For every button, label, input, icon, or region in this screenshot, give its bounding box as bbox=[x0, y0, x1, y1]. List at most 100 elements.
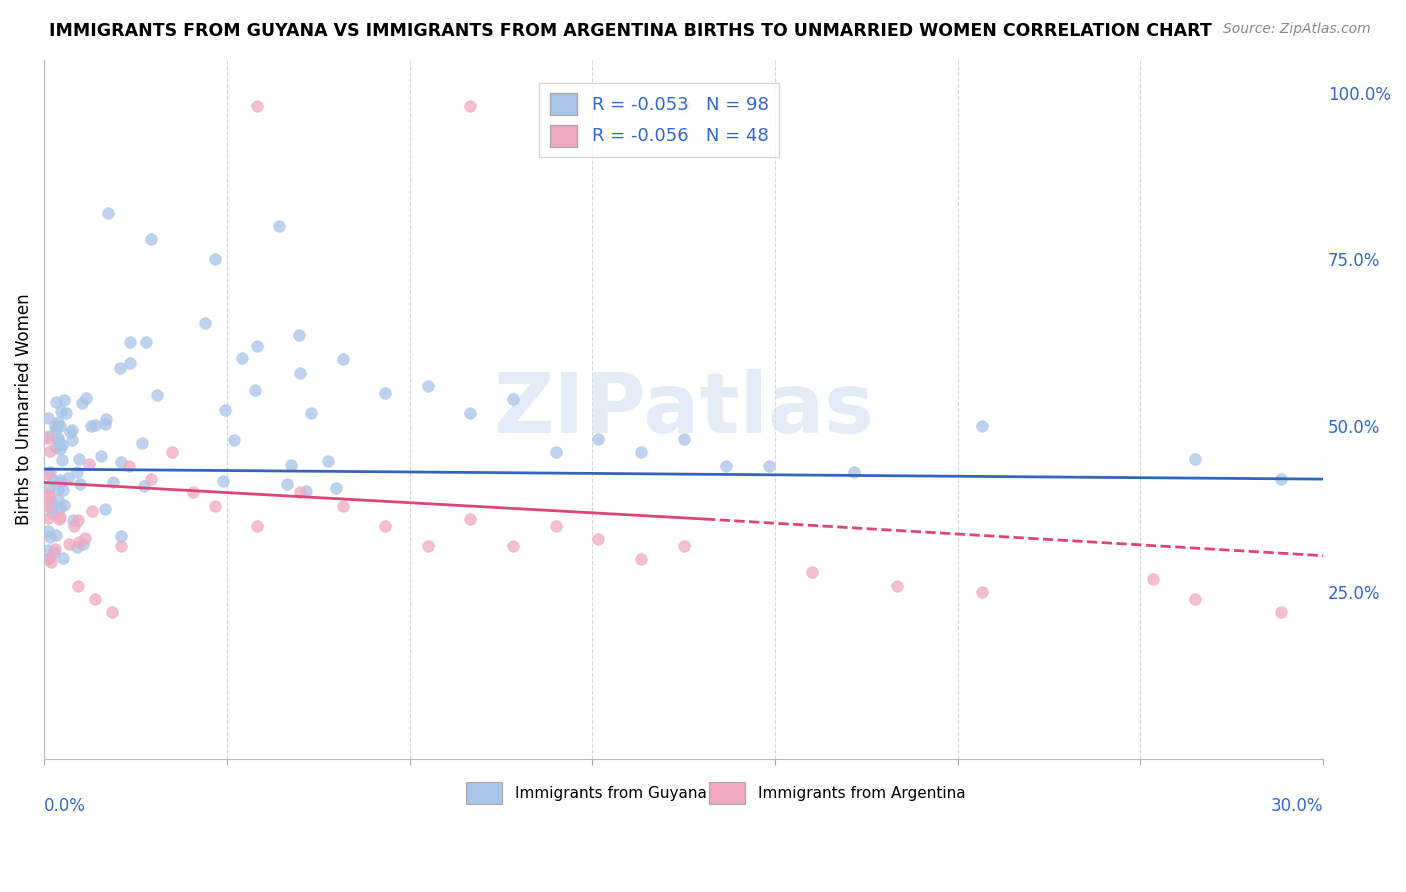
Point bbox=[52, 392, 75, 407]
Point bbox=[135, 334, 157, 349]
Point bbox=[41, 500, 63, 515]
Point bbox=[758, 458, 780, 473]
Point bbox=[38, 489, 60, 503]
Point bbox=[48, 512, 70, 526]
Point bbox=[52, 483, 75, 497]
Point bbox=[267, 219, 290, 233]
Point bbox=[44, 541, 66, 556]
Point bbox=[46, 482, 69, 496]
Point bbox=[37, 543, 59, 558]
Point bbox=[146, 387, 169, 401]
Point bbox=[60, 433, 83, 447]
Point bbox=[460, 512, 482, 526]
Point bbox=[630, 445, 652, 459]
Point bbox=[67, 579, 90, 593]
Point bbox=[84, 591, 107, 606]
Point bbox=[204, 252, 226, 267]
Point bbox=[69, 477, 91, 491]
Point bbox=[970, 585, 993, 599]
Point bbox=[94, 502, 117, 516]
Point bbox=[374, 385, 396, 400]
Point bbox=[101, 475, 124, 489]
Point bbox=[316, 454, 339, 468]
Point bbox=[101, 605, 124, 619]
Point bbox=[276, 477, 298, 491]
Point bbox=[67, 513, 90, 527]
Point bbox=[37, 524, 59, 539]
Point bbox=[56, 471, 79, 485]
Point bbox=[212, 474, 235, 488]
Point bbox=[48, 473, 70, 487]
Point bbox=[544, 445, 567, 459]
Point bbox=[51, 475, 73, 490]
Point bbox=[58, 537, 80, 551]
Point bbox=[46, 431, 69, 445]
Point bbox=[48, 500, 70, 515]
Point bbox=[37, 467, 59, 481]
Point bbox=[79, 418, 101, 433]
Point bbox=[246, 518, 269, 533]
Point bbox=[502, 539, 524, 553]
Point bbox=[194, 316, 217, 330]
Y-axis label: Births to Unmarried Women: Births to Unmarried Women bbox=[15, 293, 32, 525]
Text: 30.0%: 30.0% bbox=[1271, 797, 1323, 815]
Text: 0.0%: 0.0% bbox=[44, 797, 86, 815]
Point bbox=[42, 474, 65, 488]
Point bbox=[1142, 572, 1164, 586]
Point bbox=[53, 498, 76, 512]
Point bbox=[44, 419, 66, 434]
Point bbox=[460, 405, 482, 419]
Point bbox=[39, 530, 62, 544]
Point bbox=[77, 458, 100, 472]
Point bbox=[588, 532, 610, 546]
Point bbox=[245, 383, 267, 397]
Point bbox=[49, 419, 72, 434]
Point bbox=[544, 518, 567, 533]
Point bbox=[60, 423, 83, 437]
Point bbox=[39, 465, 62, 479]
Point bbox=[97, 206, 120, 220]
Point bbox=[37, 428, 59, 442]
Point bbox=[37, 551, 59, 566]
Point bbox=[110, 529, 132, 543]
Point bbox=[332, 499, 354, 513]
Text: Immigrants from Guyana: Immigrants from Guyana bbox=[515, 786, 707, 800]
Point bbox=[63, 519, 86, 533]
Point bbox=[139, 472, 162, 486]
Point bbox=[970, 418, 993, 433]
Point bbox=[132, 479, 155, 493]
Point bbox=[502, 392, 524, 407]
Point bbox=[67, 535, 90, 549]
Point bbox=[1270, 605, 1292, 619]
Point bbox=[886, 579, 908, 593]
Text: Source: ZipAtlas.com: Source: ZipAtlas.com bbox=[1223, 22, 1371, 37]
Point bbox=[214, 403, 236, 417]
Point bbox=[62, 513, 84, 527]
Point bbox=[41, 506, 63, 520]
Point bbox=[37, 487, 59, 501]
Point bbox=[288, 366, 311, 380]
Point bbox=[75, 392, 97, 406]
Point bbox=[39, 555, 62, 569]
Point bbox=[108, 361, 131, 376]
FancyBboxPatch shape bbox=[467, 782, 502, 805]
Point bbox=[45, 527, 67, 541]
Point bbox=[84, 417, 107, 432]
Point bbox=[39, 495, 62, 509]
Point bbox=[48, 434, 70, 448]
Point bbox=[1184, 591, 1206, 606]
Point bbox=[49, 404, 72, 418]
Point bbox=[118, 458, 141, 473]
Point bbox=[374, 518, 396, 533]
Point bbox=[46, 492, 69, 507]
Point bbox=[42, 545, 65, 559]
Point bbox=[70, 395, 93, 409]
Point bbox=[82, 504, 104, 518]
Point bbox=[38, 481, 60, 495]
Point bbox=[332, 352, 354, 367]
Point bbox=[183, 485, 205, 500]
Text: IMMIGRANTS FROM GUYANA VS IMMIGRANTS FROM ARGENTINA BIRTHS TO UNMARRIED WOMEN CO: IMMIGRANTS FROM GUYANA VS IMMIGRANTS FRO… bbox=[49, 22, 1212, 40]
Point bbox=[72, 536, 94, 550]
Point bbox=[65, 541, 87, 555]
Point bbox=[295, 483, 318, 498]
